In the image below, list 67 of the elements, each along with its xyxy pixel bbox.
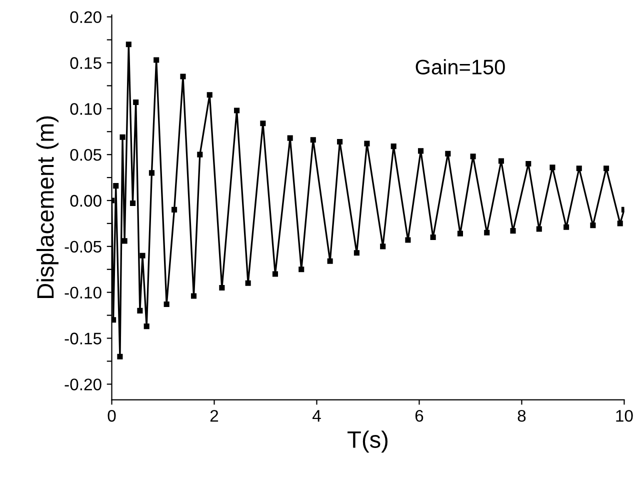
point <box>180 74 186 80</box>
point <box>172 206 178 212</box>
point <box>126 42 132 48</box>
point <box>405 237 411 243</box>
x-tick-label: 2 <box>210 410 218 422</box>
point <box>120 134 126 140</box>
point <box>260 120 266 126</box>
point <box>287 135 293 141</box>
point <box>234 108 240 114</box>
point <box>133 99 139 106</box>
point <box>272 271 278 277</box>
y-tick-label: 0.10 <box>70 103 102 115</box>
x-tick-label: 6 <box>415 410 424 422</box>
point <box>564 224 570 230</box>
x-tick-label: 4 <box>312 410 321 422</box>
point <box>164 302 170 308</box>
point <box>140 252 146 258</box>
x-tick-label: 10 <box>616 410 633 422</box>
point <box>526 160 532 167</box>
point <box>113 183 119 189</box>
point <box>137 308 143 314</box>
point <box>484 230 490 236</box>
y-tick-label: 0.05 <box>70 148 102 161</box>
point <box>576 166 582 172</box>
point <box>498 158 504 164</box>
point <box>130 200 136 206</box>
point <box>337 138 343 145</box>
x-axis-title: T(s) <box>348 430 388 453</box>
y-tick-label: -0.20 <box>64 378 102 390</box>
point <box>148 170 155 176</box>
point <box>327 258 333 264</box>
y-tick-label: -0.15 <box>64 332 102 344</box>
point <box>457 230 463 236</box>
point <box>470 154 476 160</box>
point <box>197 152 203 158</box>
point <box>430 234 436 240</box>
point <box>445 150 451 156</box>
point <box>154 57 160 63</box>
y-tick-label: 0.00 <box>70 194 102 207</box>
point <box>536 226 542 232</box>
point <box>190 293 197 299</box>
point <box>298 266 304 272</box>
point <box>590 222 596 228</box>
point <box>122 238 128 244</box>
point <box>117 354 123 360</box>
point <box>390 144 396 150</box>
y-tick-label: -0.05 <box>64 240 102 253</box>
point <box>510 228 516 234</box>
point <box>245 280 251 286</box>
point <box>418 148 424 154</box>
y-tick-label: 0.20 <box>70 11 102 24</box>
point <box>144 324 150 330</box>
y-axis-title: Displacement (m) <box>36 116 58 298</box>
point <box>310 137 316 143</box>
point <box>617 220 623 226</box>
x-tick-label: 8 <box>518 410 526 422</box>
annotation: Gain=150 <box>416 59 505 74</box>
y-tick-label: 0.15 <box>70 57 102 69</box>
point <box>380 244 386 250</box>
point <box>219 284 225 291</box>
point <box>550 164 556 170</box>
point <box>354 250 360 256</box>
point <box>603 166 610 172</box>
point <box>364 140 370 146</box>
x-tick-label: 0 <box>108 410 116 422</box>
point <box>206 92 212 98</box>
y-tick-label: -0.10 <box>64 286 102 299</box>
